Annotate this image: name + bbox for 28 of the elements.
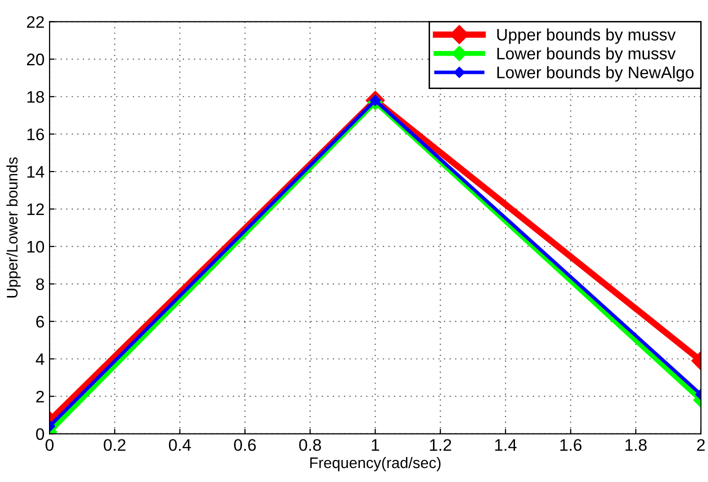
legend-label: Upper bounds by mussv (497, 28, 676, 44)
legend-label: Lower bounds by NewAlgo (497, 66, 694, 82)
y-axis-title: Upper/Lower bounds (6, 157, 21, 298)
y-tick-label: 18 (27, 91, 44, 103)
y-tick-label: 14 (27, 166, 44, 178)
x-tick-label: 1.4 (495, 439, 517, 451)
x-tick-label: 0.6 (234, 439, 256, 451)
x-tick-label: 1.8 (625, 439, 647, 451)
y-tick-label: 10 (27, 240, 44, 253)
x-tick-label: 1.6 (560, 439, 582, 451)
x-axis-title: Frequency(rad/sec) (310, 456, 441, 472)
y-tick-label: 12 (27, 203, 44, 216)
x-tick-label: 0.2 (104, 439, 126, 451)
y-tick-label: 2 (36, 390, 44, 402)
legend-label: Lower bounds by mussv (497, 47, 676, 63)
x-tick-label: 1.2 (430, 439, 452, 451)
x-tick-label: 2 (697, 439, 705, 451)
x-tick-label: 0 (46, 439, 54, 451)
y-tick-label: 0 (36, 428, 44, 440)
y-tick-label: 6 (36, 316, 44, 328)
x-tick-label: 0.4 (168, 439, 191, 451)
y-tick-label: 20 (27, 54, 44, 66)
y-tick-label: 8 (36, 278, 44, 290)
x-tick-label: 0.8 (299, 439, 321, 451)
y-tick-label: 22 (27, 16, 44, 28)
x-tick-label: 1 (372, 439, 380, 451)
y-tick-label: 4 (36, 353, 44, 365)
y-tick-label: 16 (27, 128, 44, 140)
